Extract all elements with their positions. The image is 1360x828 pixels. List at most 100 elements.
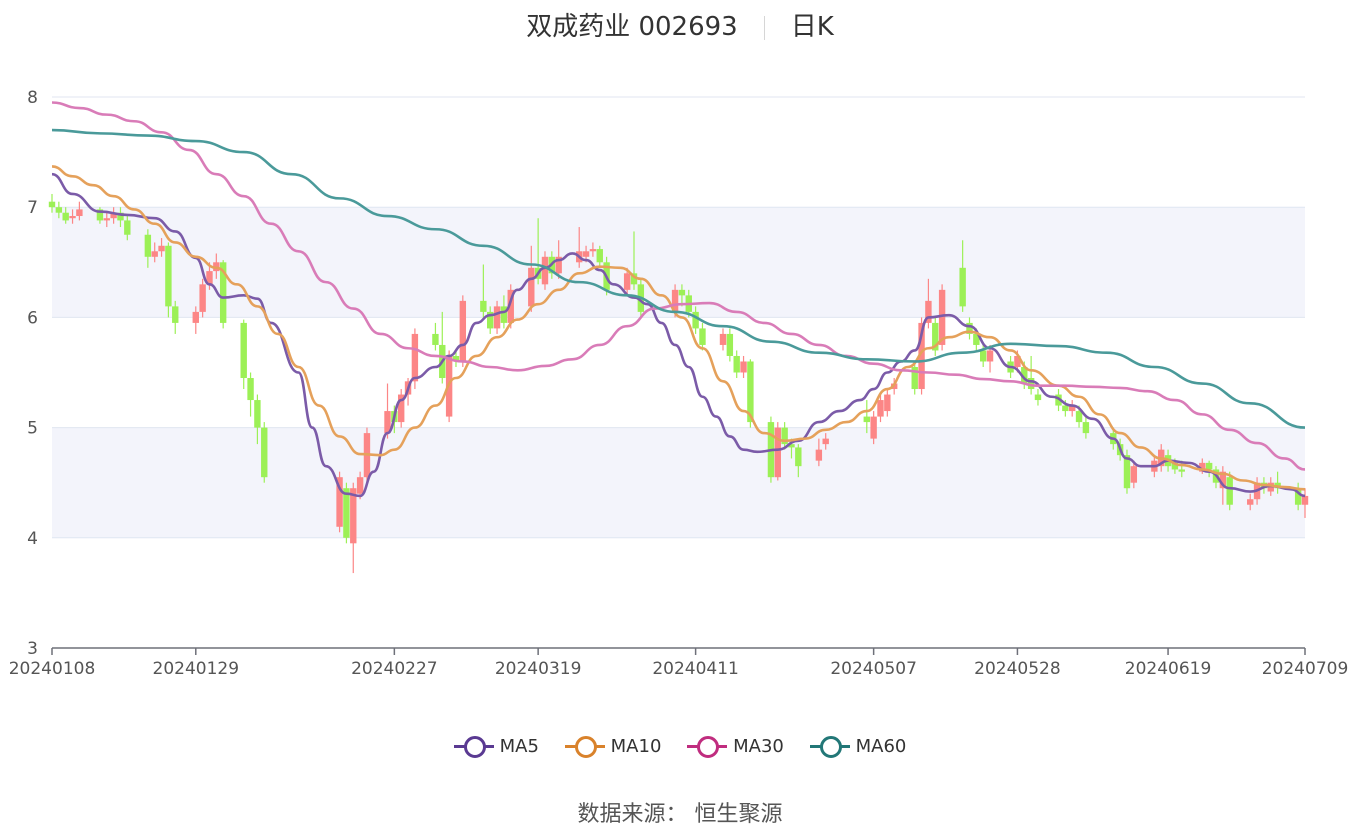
x-tick-label: 20240619 (1125, 659, 1212, 679)
candle-body (124, 220, 131, 235)
candle-body (1205, 462, 1213, 470)
candle-body (110, 212, 117, 219)
candle-body (918, 322, 925, 390)
legend-marker-ma60 (809, 734, 850, 758)
candle-body (507, 289, 514, 323)
candle-body (350, 488, 357, 544)
candle-body (623, 273, 631, 290)
x-tick-label: 20240507 (830, 659, 917, 679)
candle-body (261, 427, 268, 478)
grid-band (52, 207, 1305, 318)
candle-body (788, 444, 795, 448)
candle-body (1247, 499, 1254, 505)
candle-body (1082, 422, 1090, 434)
grid-band (52, 427, 1305, 538)
legend-item-ma30[interactable]: MA30 (687, 734, 784, 758)
y-tick-label: 3 (27, 639, 38, 659)
candle-body (979, 350, 987, 362)
candle-body (1014, 355, 1021, 367)
candle-body (1130, 466, 1138, 483)
y-tick-label: 8 (27, 88, 38, 108)
candle-body (459, 300, 467, 362)
candle-body (69, 216, 76, 219)
candle-body (699, 328, 706, 345)
candle-body (247, 378, 254, 401)
candle-body (165, 245, 172, 307)
legend-item-ma10[interactable]: MA10 (564, 734, 662, 758)
candle-body (144, 234, 152, 257)
candle-body (815, 449, 823, 461)
candle-body (630, 273, 638, 285)
candle-body (487, 311, 494, 329)
candle-body (555, 256, 562, 274)
candle-body (55, 207, 63, 213)
chart-title: 双成药业 002693 日K (0, 6, 1360, 43)
y-tick-label: 4 (27, 529, 38, 549)
x-tick-label: 20240108 (9, 659, 96, 679)
candle-body (719, 333, 727, 345)
candle-body (1178, 469, 1185, 472)
title-separator (763, 15, 765, 40)
candle-body (822, 438, 829, 445)
candle-body (206, 271, 213, 285)
series-line-ma60 (51, 128, 1306, 429)
candle-body (48, 201, 56, 208)
candle-body (774, 427, 781, 478)
candle-body (1226, 477, 1233, 505)
candle-body (781, 427, 788, 445)
candle-body (356, 477, 364, 494)
candle-body (966, 322, 973, 334)
candle-body (1021, 366, 1028, 384)
candle-body (500, 306, 508, 323)
legend-label-ma5: MA5 (499, 735, 539, 757)
candle-body (692, 311, 699, 329)
candle-body (986, 350, 994, 362)
candle-body (1171, 462, 1179, 470)
candle-body (117, 212, 124, 221)
candle-body (151, 251, 158, 257)
candle-body (596, 249, 603, 263)
y-tick-label: 5 (27, 419, 38, 439)
x-tick-label: 20240709 (1262, 659, 1349, 679)
candle-body (671, 289, 679, 312)
candle-body (1075, 411, 1083, 423)
candle-body (1123, 455, 1131, 489)
candle-body (925, 300, 932, 323)
candle-body (452, 355, 460, 362)
x-tick-label: 20240411 (652, 659, 739, 679)
x-tick-label: 20240528 (974, 659, 1061, 679)
period-label: 日K (790, 12, 834, 42)
candle-body (493, 306, 501, 329)
y-tick-label: 6 (27, 308, 38, 328)
legend-label-ma10: MA10 (610, 735, 662, 757)
candle-body (1301, 495, 1309, 505)
candle-body (1219, 471, 1227, 489)
candle-body (863, 416, 870, 423)
candle-body (172, 306, 179, 323)
candle-body (938, 289, 946, 345)
candle-body (199, 284, 206, 312)
candle-body (158, 245, 165, 252)
candle-body (1027, 378, 1035, 390)
y-tick-label: 7 (27, 198, 38, 218)
candle-body (240, 322, 247, 379)
legend-marker-ma10 (564, 734, 605, 758)
legend-item-ma60[interactable]: MA60 (809, 734, 907, 758)
candle-body (62, 212, 69, 221)
legend-item-ma5[interactable]: MA5 (453, 734, 539, 758)
data-source: 数据来源： 恒生聚源 (577, 802, 783, 827)
candle-body (733, 355, 740, 373)
candle-body (678, 289, 686, 296)
legend-marker-ma30 (687, 734, 728, 758)
candle-body (480, 300, 487, 312)
candle-body (582, 251, 590, 257)
candle-body (973, 333, 980, 345)
legend-marker-ma5 (453, 734, 494, 758)
legend: MA5 MA10 MA30 MA60 (0, 734, 1360, 763)
candle-body (254, 400, 261, 428)
x-tick-label: 20240129 (153, 659, 240, 679)
candle-body (76, 209, 83, 217)
candle-body (541, 256, 549, 285)
candle-body (1034, 394, 1042, 401)
legend-label-ma60: MA60 (855, 735, 907, 757)
